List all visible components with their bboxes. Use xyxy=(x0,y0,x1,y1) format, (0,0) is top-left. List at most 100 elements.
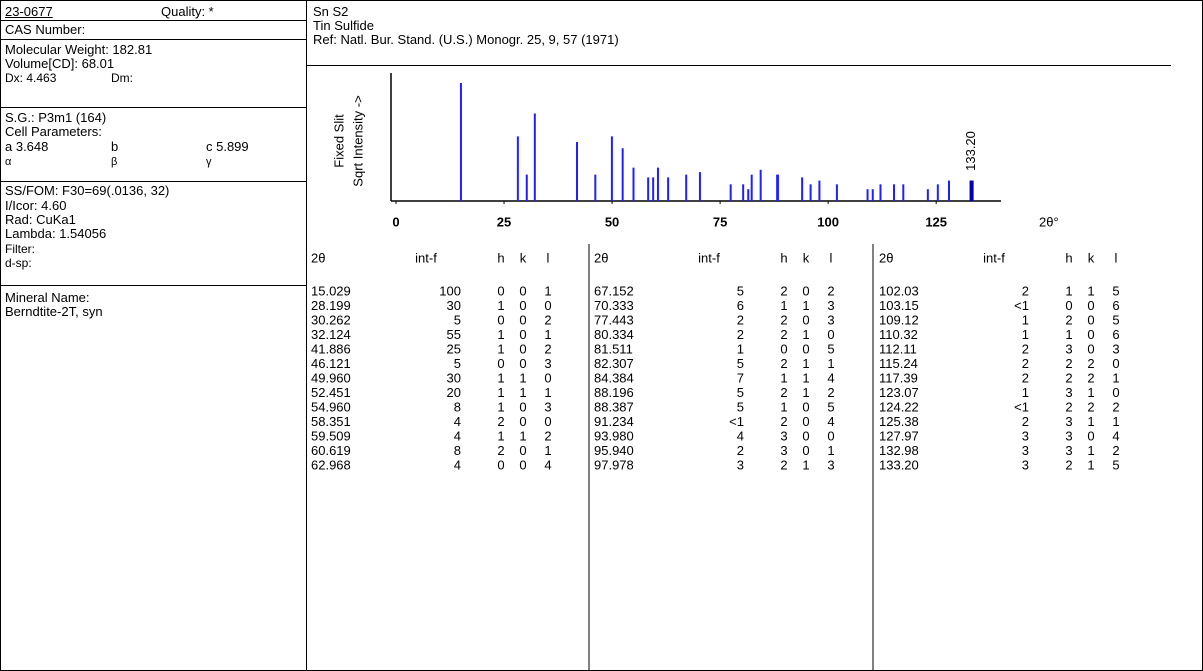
table-cell: 3 xyxy=(780,428,787,443)
table-cell: 0 xyxy=(1087,312,1094,327)
table-cell: 2 xyxy=(780,312,787,327)
table-cell: 30 xyxy=(447,370,461,385)
table-cell: 2 xyxy=(1065,356,1072,371)
table-cell: 3 xyxy=(1065,428,1072,443)
table-cell: 2 xyxy=(1087,370,1094,385)
gamma: γ xyxy=(206,156,212,168)
table-cell: 2 xyxy=(497,443,504,458)
table-cell: 0 xyxy=(802,428,809,443)
table-cell: 3 xyxy=(1022,457,1029,472)
table-cell: 49.960 xyxy=(311,370,351,385)
table-cell: 1 xyxy=(802,385,809,400)
table-cell: 2 xyxy=(1065,370,1072,385)
table-cell: 54.960 xyxy=(311,399,351,414)
table-cell: 1 xyxy=(544,385,551,400)
table-cell: 0 xyxy=(497,283,504,298)
table-cell: 1 xyxy=(802,356,809,371)
table-cell: 2 xyxy=(1112,399,1119,414)
icor: I/Icor: 4.60 xyxy=(5,198,67,213)
table-cell: 1 xyxy=(497,370,504,385)
table-cell: 0 xyxy=(519,341,526,356)
cas-number: CAS Number: xyxy=(5,22,86,37)
table-cell: 3 xyxy=(1065,341,1072,356)
table-cell: 2 xyxy=(1022,414,1029,429)
table-cell: 102.03 xyxy=(879,283,919,298)
table-cell: 0 xyxy=(544,370,551,385)
table-cell: 0 xyxy=(802,312,809,327)
ss-fom: SS/FOM: F30=69(.0136, 32) xyxy=(5,183,170,198)
table-cell: 1 xyxy=(1112,414,1119,429)
table-cell: 5 xyxy=(1112,457,1119,472)
table-cell: 4 xyxy=(454,428,461,443)
table-cell: 1 xyxy=(497,327,504,342)
table-cell: 3 xyxy=(544,399,551,414)
table-cell: 1 xyxy=(1022,327,1029,342)
table-cell: 132.98 xyxy=(879,443,919,458)
table-cell: 5 xyxy=(1112,312,1119,327)
table-cell: 82.307 xyxy=(594,356,634,371)
table-cell: 20 xyxy=(447,385,461,400)
table-cell: 125.38 xyxy=(879,414,919,429)
filter: Filter: xyxy=(5,242,35,256)
table-cell: 0 xyxy=(497,457,504,472)
column-header: h xyxy=(1065,250,1072,265)
table-cell: 30.262 xyxy=(311,312,351,327)
table-cell: 1 xyxy=(519,385,526,400)
mol-weight: Molecular Weight: 182.81 xyxy=(5,42,153,57)
table-cell: 0 xyxy=(802,341,809,356)
table-cell: 0 xyxy=(519,399,526,414)
table-cell: 6 xyxy=(1112,298,1119,313)
pdf-number: 23-0677 xyxy=(5,4,53,19)
table-cell: 2 xyxy=(780,385,787,400)
divider xyxy=(1,39,306,40)
divider xyxy=(1,181,306,182)
table-cell: 2 xyxy=(1022,356,1029,371)
table-cell: 1 xyxy=(827,443,834,458)
table-cell: 52.451 xyxy=(311,385,351,400)
table-cell: 0 xyxy=(544,298,551,313)
cell-title: Cell Parameters: xyxy=(5,124,102,139)
lambda: Lambda: 1.54056 xyxy=(5,226,107,241)
table-cell: 1 xyxy=(1087,283,1094,298)
column-header: int-f xyxy=(415,250,437,265)
cell-b: b xyxy=(111,139,119,154)
table-cell: 5 xyxy=(737,385,744,400)
table-cell: 3 xyxy=(780,443,787,458)
table-cell: <1 xyxy=(1014,298,1029,313)
table-cell: 1 xyxy=(497,298,504,313)
table-cell: 55 xyxy=(447,327,461,342)
table-cell: 3 xyxy=(737,457,744,472)
table-cell: 2 xyxy=(827,283,834,298)
divider xyxy=(1,107,306,108)
table-cell: 1 xyxy=(1065,283,1072,298)
table-cell: 0 xyxy=(519,414,526,429)
table-cell: 1 xyxy=(802,370,809,385)
table-cell: 1 xyxy=(827,356,834,371)
table-cell: 1 xyxy=(780,370,787,385)
x-tick-label: 50 xyxy=(605,214,619,229)
table-cell: 59.509 xyxy=(311,428,351,443)
table-cell: 3 xyxy=(827,457,834,472)
divider xyxy=(307,65,1171,66)
table-cell: 1 xyxy=(544,283,551,298)
y-axis-label: Sqrt Intensity -> xyxy=(350,95,365,186)
table-cell: 0 xyxy=(519,356,526,371)
table-cell: 5 xyxy=(1112,283,1119,298)
table-cell: 3 xyxy=(827,312,834,327)
formula: Sn S2 xyxy=(313,4,349,19)
table-cell: 2 xyxy=(1087,399,1094,414)
table-cell: 1 xyxy=(544,327,551,342)
table-cell: 2 xyxy=(1087,356,1094,371)
table-cell: 88.387 xyxy=(594,399,634,414)
table-cell: 5 xyxy=(454,312,461,327)
table-cell: 2 xyxy=(1065,312,1072,327)
table-cell: 70.333 xyxy=(594,298,634,313)
table-cell: 4 xyxy=(544,457,551,472)
table-cell: 0 xyxy=(1087,341,1094,356)
table-cell: 0 xyxy=(497,312,504,327)
table-cell: 81.511 xyxy=(594,341,633,356)
table-cell: 2 xyxy=(1022,370,1029,385)
table-cell: 127.97 xyxy=(879,428,919,443)
table-cell: 0 xyxy=(1112,385,1119,400)
